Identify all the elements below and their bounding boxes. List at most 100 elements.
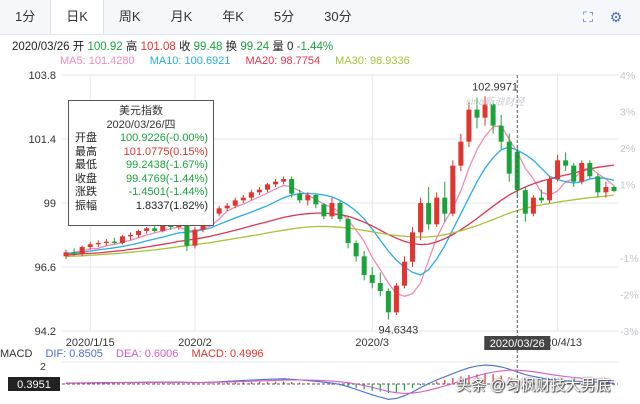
author-credit: 头条 @匀枫财技大男底 — [456, 377, 611, 394]
candle-body — [442, 197, 448, 214]
expand-icon[interactable]: ⛶ — [583, 9, 593, 25]
macd-cursor-value: 0.3951 — [17, 379, 51, 391]
tooltip-row-high: 最高 101.0775(0.15%) — [75, 145, 208, 158]
ma5-legend: MA5: 101.4280 — [60, 55, 135, 67]
candle-body — [595, 176, 601, 193]
tab-1min[interactable]: 1分 — [15, 9, 36, 24]
macd-legend: MACD DIF: 0.8505 DEA: 0.6006 MACD: 0.499… — [0, 348, 274, 360]
tooltip-title: 美元指数 — [119, 105, 163, 117]
candle-body — [232, 200, 238, 206]
extreme-value-label: 94.6343 — [378, 325, 418, 337]
macd-dea-line — [65, 369, 615, 394]
info-open: 100.92 — [87, 41, 123, 53]
ohlc-tooltip: 美元指数 2020/03/26/四 开盘 100.9226(-0.00%) 最高 1… — [68, 100, 214, 226]
tooltip-date: 2020/03/26/四 — [106, 119, 176, 131]
candle-body — [530, 197, 536, 214]
candle-body — [71, 252, 77, 254]
candle-body — [160, 225, 166, 231]
ma30-legend: MA30: 98.9336 — [335, 55, 410, 67]
candle-body — [79, 247, 85, 254]
price-tick-label: 96.6 — [35, 262, 56, 274]
percent-tick-label: 2% — [620, 143, 635, 155]
date-tick-label: 2020/1/15 — [66, 337, 115, 349]
candle-body — [547, 179, 553, 201]
macd-title: MACD — [0, 348, 33, 360]
candle-body — [127, 235, 133, 237]
candle-body — [490, 104, 496, 126]
sina-watermark: sina新浪财经 — [466, 97, 525, 108]
info-vol-label: 量 — [272, 41, 284, 53]
candle-body — [329, 203, 335, 217]
macd-tick-label: 2 — [40, 361, 46, 373]
info-low-label: 收 — [178, 41, 191, 53]
candle-body — [401, 261, 407, 286]
candle-body — [224, 205, 230, 209]
candle-body — [393, 285, 399, 313]
candle-body — [361, 256, 367, 275]
candle-body — [136, 231, 142, 235]
candle-body — [353, 243, 359, 257]
extreme-value-label: 102.9971 — [472, 81, 518, 93]
cursor-date-box — [484, 336, 551, 350]
candle-body — [377, 283, 383, 291]
candle-body — [321, 204, 327, 217]
tab-weekly[interactable]: 周K — [118, 9, 141, 24]
period-tabs: 1分 日K 周K 月K 年K 5分 30分 — [0, 0, 640, 35]
tooltip-row-close: 收盘 99.4769(-1.44%) — [75, 172, 208, 185]
settings-icon[interactable]: ⚙ — [609, 9, 623, 25]
candle-body — [216, 208, 222, 214]
price-tick-label: 103.8 — [28, 70, 56, 82]
candle-body — [345, 219, 351, 243]
info-high: 101.08 — [140, 41, 176, 53]
candle-body — [192, 229, 198, 246]
candle-body — [111, 241, 117, 243]
info-open-label: 开 — [72, 41, 85, 53]
tab-daily[interactable]: 日K — [50, 0, 104, 34]
info-date: 2020/03/26 — [12, 41, 70, 53]
percent-tick-label: -3% — [620, 326, 639, 338]
candle-body — [369, 275, 375, 283]
candle-body — [434, 197, 440, 225]
tab-monthly[interactable]: 月K — [170, 9, 193, 24]
candle-body — [426, 203, 432, 225]
tab-30min[interactable]: 30分 — [324, 9, 352, 24]
percent-tick-label: 3% — [620, 107, 635, 119]
date-tick-label: 2020/3 — [355, 337, 389, 349]
date-tick-label: 2020/2 — [178, 337, 212, 349]
candle-body — [482, 104, 488, 118]
info-close: 99.24 — [240, 41, 270, 53]
price-tick-label: 94.2 — [35, 326, 56, 338]
macd-value: MACD: 0.4996 — [191, 348, 264, 360]
tooltip-row-open: 开盘 100.9226(-0.00%) — [75, 132, 208, 144]
tooltip-row-amplitude: 振幅 1.8337(1.82%) — [75, 199, 208, 212]
candle-body — [248, 192, 254, 198]
candle-body — [119, 236, 125, 243]
ohlc-info-bar: 2020/03/26 开 100.92 高 101.08 收 99.48 换 9… — [12, 38, 333, 54]
tooltip-row-low: 最低 99.2438(-1.67%) — [75, 159, 208, 172]
candle-body — [563, 160, 569, 166]
price-tick-label: 99 — [44, 198, 56, 210]
macd-value-box — [8, 377, 60, 391]
candle-body — [95, 243, 101, 245]
candle-body — [337, 203, 343, 219]
candle-body — [506, 141, 512, 174]
candle-body — [587, 163, 593, 177]
info-low: 99.48 — [193, 41, 223, 53]
candle-body — [498, 125, 504, 142]
candle-body — [466, 109, 472, 142]
percent-tick-label: -2% — [620, 289, 639, 301]
info-high-label: 高 — [125, 41, 138, 53]
info-change: -1.44% — [296, 41, 334, 53]
candle-body — [410, 232, 416, 262]
candle-body — [313, 195, 319, 205]
tab-5min[interactable]: 5分 — [273, 9, 295, 24]
cursor-date-label: 2020/03/26 — [490, 338, 545, 350]
candle-body — [289, 179, 295, 194]
candle-body — [273, 181, 279, 185]
candle-body — [458, 141, 464, 166]
candle-body — [256, 189, 262, 193]
tab-yearly[interactable]: 年K — [222, 9, 244, 24]
ma30-line — [65, 194, 615, 257]
candle-body — [474, 109, 480, 118]
info-vol: 0 — [287, 41, 294, 53]
